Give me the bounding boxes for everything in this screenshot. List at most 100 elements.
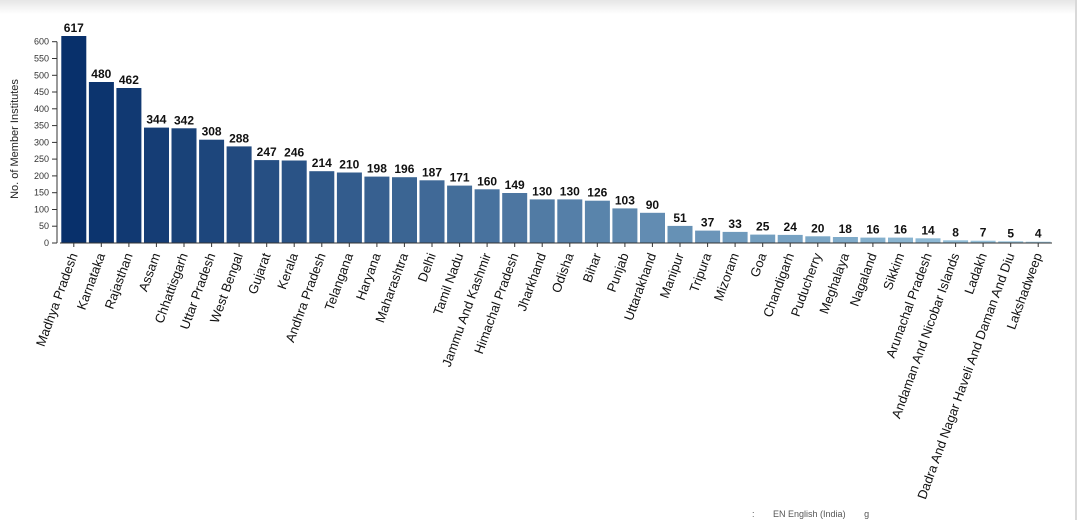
data-label: 126 <box>587 186 607 200</box>
bar-uttar-pradesh[interactable] <box>199 139 225 243</box>
y-axis-title: No. of Member Institutes <box>9 79 21 199</box>
bar-manipur[interactable] <box>667 225 693 243</box>
data-label: 24 <box>784 220 798 234</box>
footer-fragment-1: : <box>752 509 755 519</box>
data-label: 5 <box>1007 226 1014 240</box>
bar-delhi[interactable] <box>419 180 445 243</box>
bar-telangana[interactable] <box>336 172 362 244</box>
bar-himachal-pradesh[interactable] <box>502 193 528 243</box>
data-label: 247 <box>257 145 277 159</box>
bars <box>61 36 1051 244</box>
bar-dadra-and-nagar-haveli-and-daman-and-diu[interactable] <box>998 241 1024 243</box>
data-label: 51 <box>673 211 687 225</box>
x-tick-label: Kerala <box>274 250 301 291</box>
x-tick-label: Rajasthan <box>102 251 136 311</box>
data-label: 160 <box>477 174 497 188</box>
y-tick-label: 350 <box>34 121 49 131</box>
bar-jammu-and-kashmir[interactable] <box>474 189 500 243</box>
bar-uttarakhand[interactable] <box>640 212 665 243</box>
data-label: 18 <box>839 222 853 236</box>
data-label: 130 <box>532 184 552 198</box>
data-label: 20 <box>811 221 825 235</box>
data-label: 8 <box>952 225 959 239</box>
bar-andhra-pradesh[interactable] <box>309 171 335 243</box>
data-label: 210 <box>339 158 359 172</box>
bar-rajasthan[interactable] <box>116 88 142 243</box>
bar-assam[interactable] <box>144 127 169 243</box>
data-label: 187 <box>422 165 442 179</box>
x-tick-label: Gujarat <box>245 251 274 297</box>
y-tick-label: 150 <box>34 188 49 198</box>
data-label: 196 <box>394 162 414 176</box>
bar-goa[interactable] <box>750 234 776 243</box>
bar-arunachal-pradesh[interactable] <box>915 238 941 243</box>
footer-fragment-3: g <box>864 509 870 519</box>
bar-jharkhand[interactable] <box>529 199 555 243</box>
y-tick-label: 100 <box>34 205 49 215</box>
x-tick-label: Sikkim <box>880 251 907 292</box>
top-strip <box>0 0 1077 14</box>
bar-odisha[interactable] <box>557 199 583 243</box>
y-tick-label: 200 <box>34 171 49 181</box>
bar-west-bengal[interactable] <box>226 146 252 243</box>
data-label: 198 <box>367 162 387 176</box>
data-label: 130 <box>560 184 580 198</box>
data-label: 171 <box>450 171 470 185</box>
x-tick-label: Tripura <box>686 250 714 294</box>
bar-sikkim[interactable] <box>888 237 913 243</box>
bar-mizoram[interactable] <box>722 231 748 243</box>
y-tick-label: 50 <box>39 221 49 231</box>
data-label: 214 <box>312 156 332 170</box>
footer-fragment-2: EN English (India) <box>773 509 846 519</box>
x-tick-label: Haryana <box>353 250 384 302</box>
bar-maharashtra[interactable] <box>392 177 417 243</box>
data-label: 149 <box>505 178 525 192</box>
data-label: 90 <box>646 198 660 212</box>
bar-tamil-nadu[interactable] <box>447 185 473 243</box>
y-tick-label: 0 <box>44 238 49 248</box>
bar-ladakh[interactable] <box>970 240 996 243</box>
bar-gujarat[interactable] <box>254 160 280 243</box>
x-tick-label: Bihar <box>580 250 605 284</box>
data-label: 14 <box>921 223 935 237</box>
x-tick-label: Goa <box>747 250 770 279</box>
data-label: 308 <box>202 125 222 139</box>
x-tick-label: Assam <box>136 251 164 293</box>
bar-chandigarh[interactable] <box>777 234 803 243</box>
data-label: 246 <box>284 146 304 160</box>
x-tick-label: Delhi <box>415 251 439 284</box>
data-label: 16 <box>866 223 880 237</box>
bar-tripura[interactable] <box>695 230 721 243</box>
data-label: 617 <box>64 21 84 35</box>
data-label: 103 <box>615 193 635 207</box>
data-label: 4 <box>1035 227 1042 241</box>
data-label: 342 <box>174 113 194 127</box>
y-axis: 0 50 100 150 200 250 300 350 400 450 500 550 600 <box>34 37 58 248</box>
data-label: 37 <box>701 216 715 230</box>
bar-chhattisgarh[interactable] <box>171 128 197 243</box>
x-tick-label: Manipur <box>657 250 687 300</box>
data-label: 25 <box>756 220 770 234</box>
y-tick-label: 400 <box>34 104 49 114</box>
bar-kerala[interactable] <box>281 160 307 244</box>
x-tick-label: Ladakh <box>961 251 990 296</box>
bar-lakshadweep[interactable] <box>1025 241 1051 243</box>
bar-meghalaya[interactable] <box>832 237 858 243</box>
y-tick-label: 600 <box>34 37 49 47</box>
data-label: 344 <box>146 113 166 127</box>
x-tick-label: Punjab <box>604 251 632 294</box>
bar-karnataka[interactable] <box>88 82 114 243</box>
bar-puducherry[interactable] <box>805 236 831 243</box>
bar-andaman-and-nicobar-islands[interactable] <box>943 240 969 243</box>
x-tick-label: Madhya Pradesh <box>33 251 81 348</box>
bar-nagaland[interactable] <box>860 237 886 243</box>
bar-bihar[interactable] <box>584 200 610 243</box>
y-tick-label: 450 <box>34 87 49 97</box>
bar-madhya-pradesh[interactable] <box>61 36 87 243</box>
y-tick-label: 300 <box>34 137 49 147</box>
bar-haryana[interactable] <box>364 176 390 243</box>
bar-punjab[interactable] <box>612 208 638 243</box>
data-label: 462 <box>119 73 139 87</box>
y-tick-label: 550 <box>34 54 49 64</box>
